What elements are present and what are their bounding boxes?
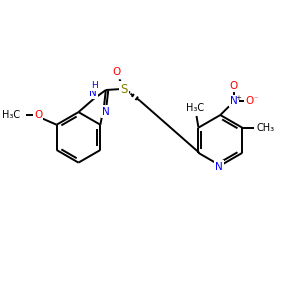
Text: N: N [230, 96, 238, 106]
Text: CH₃: CH₃ [256, 123, 274, 133]
Text: O: O [245, 96, 253, 106]
Text: S: S [121, 82, 128, 95]
Text: O: O [112, 68, 121, 77]
Text: H₃C: H₃C [2, 110, 20, 120]
Text: +: + [235, 94, 241, 100]
Text: H₃C: H₃C [187, 103, 205, 113]
Text: O: O [34, 110, 42, 120]
Text: ⁻: ⁻ [253, 94, 257, 103]
Text: H: H [91, 81, 98, 90]
Text: N: N [102, 106, 110, 116]
Text: N: N [215, 161, 223, 172]
Text: O: O [230, 81, 238, 91]
Text: N: N [89, 88, 97, 98]
